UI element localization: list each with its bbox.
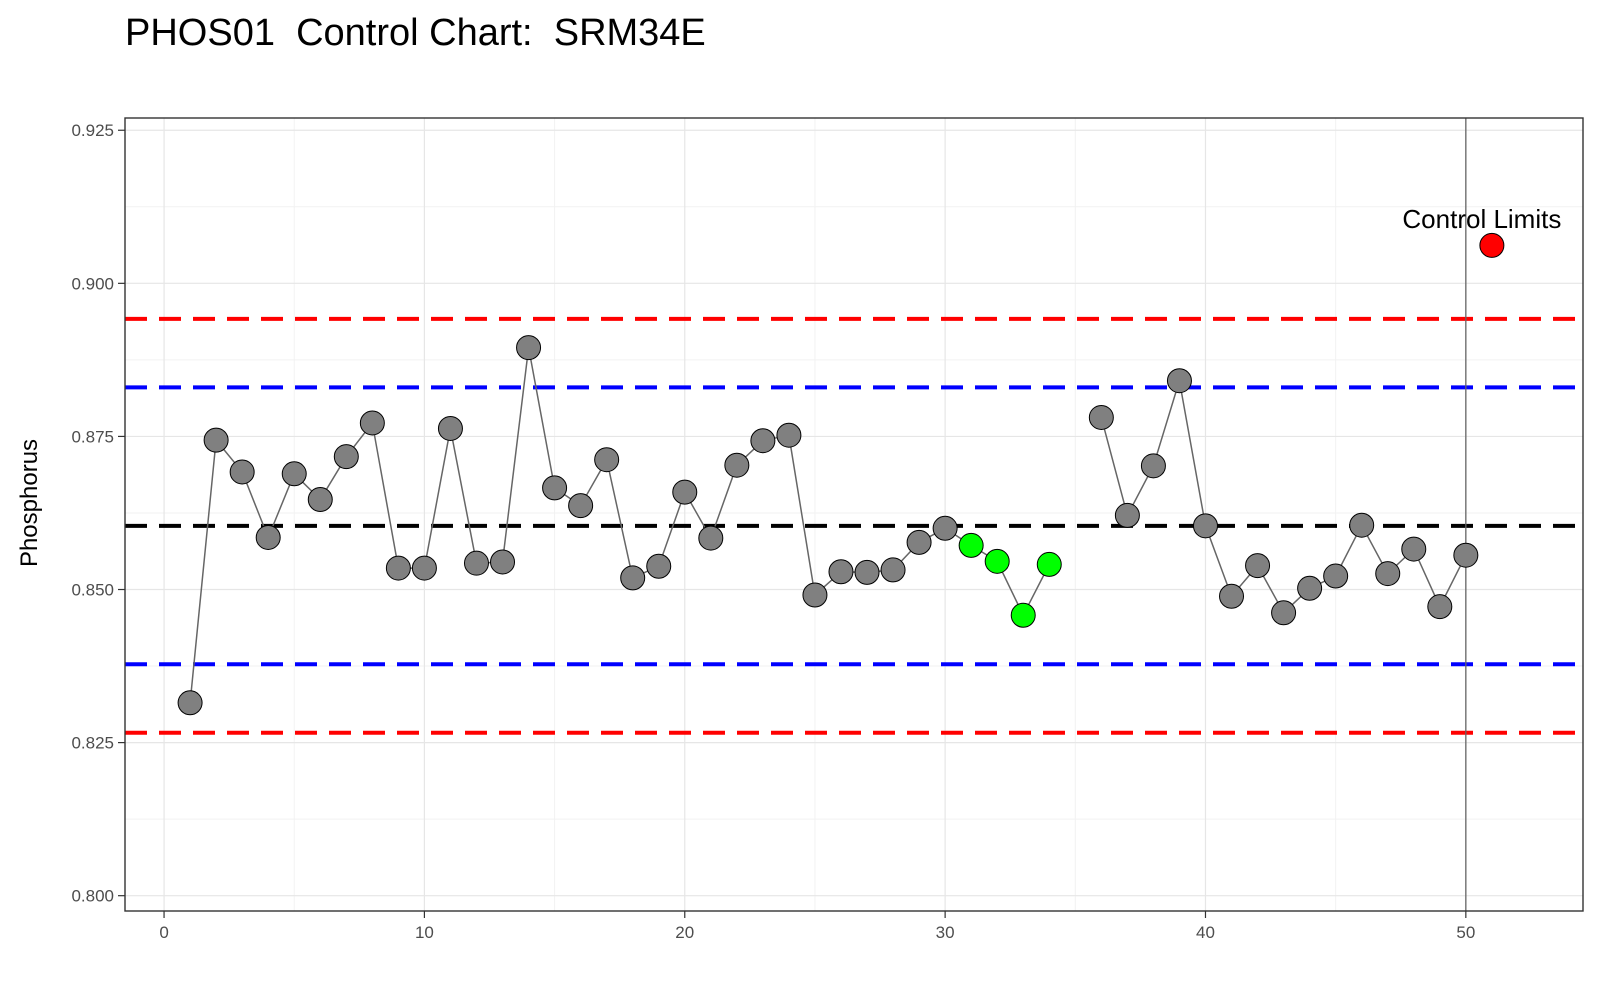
y-axis-title: Phosphorus [16, 439, 43, 567]
current-point [1479, 232, 1505, 258]
data-point [385, 555, 411, 581]
y-tick-label: 0.800 [71, 887, 114, 906]
data-point [906, 529, 932, 555]
annotation-group: Control Limits [1402, 204, 1561, 234]
plot-border [124, 117, 1584, 912]
data-point [1271, 600, 1297, 626]
data-point [1192, 513, 1218, 539]
data-point [1401, 536, 1427, 562]
data-point [568, 493, 594, 519]
data-point [594, 447, 620, 473]
control-limits-annotation: Control Limits [1402, 204, 1561, 234]
data-point [724, 452, 750, 478]
data-point [776, 422, 802, 448]
data-point [490, 549, 516, 575]
data-point [1375, 561, 1401, 587]
data-point [1427, 594, 1453, 620]
data-point [854, 559, 880, 585]
x-tick-label: 50 [1456, 923, 1475, 942]
data-point [698, 525, 724, 551]
data-point [1219, 583, 1245, 609]
data-point [333, 444, 359, 470]
x-tick-label: 0 [159, 923, 168, 942]
data-point [1140, 453, 1166, 479]
series-connecting-line [1100, 380, 1467, 615]
data-point [828, 559, 854, 585]
data-point [1297, 575, 1323, 601]
highlighted-data-point [984, 548, 1010, 574]
major-gridlines [125, 118, 1583, 911]
x-tick-label: 40 [1196, 923, 1215, 942]
data-point [672, 479, 698, 505]
data-point [255, 524, 281, 550]
y-axis-ticks: 0.800 0.825 0.850 0.875 0.900 0.925 [71, 121, 125, 906]
data-point [307, 486, 333, 512]
y-tick-label: 0.925 [71, 121, 114, 140]
data-point [1166, 368, 1192, 394]
data-point [359, 410, 385, 436]
axes [124, 117, 1584, 912]
y-tick-label: 0.825 [71, 734, 114, 753]
chart-title: PHOS01 Control Chart: SRM34E [125, 12, 706, 54]
data-point [411, 555, 437, 581]
data-point [463, 550, 489, 576]
series-connecting-line [189, 347, 1050, 703]
x-axis-ticks: 0 10 20 30 40 50 [159, 911, 1475, 942]
control-limit-lines [125, 316, 1583, 735]
data-point [1088, 404, 1114, 430]
highlighted-data-point [1010, 602, 1036, 628]
y-tick-label: 0.850 [71, 581, 114, 600]
data-point [880, 557, 906, 583]
data-points [177, 232, 1505, 716]
data-point [516, 335, 542, 361]
data-point [1323, 563, 1349, 589]
data-point [802, 582, 828, 608]
data-point [203, 427, 229, 453]
highlighted-data-point [958, 532, 984, 558]
data-point [1114, 502, 1140, 528]
data-point [177, 690, 203, 716]
data-point [620, 565, 646, 591]
x-tick-label: 20 [675, 923, 694, 942]
data-point [1245, 553, 1271, 579]
data-point [542, 475, 568, 501]
highlighted-data-point [1036, 551, 1062, 577]
data-point [229, 459, 255, 485]
data-point [750, 428, 776, 454]
data-point [437, 415, 463, 441]
y-tick-label: 0.900 [71, 274, 114, 293]
y-tick-label: 0.875 [71, 427, 114, 446]
data-point [1453, 542, 1479, 568]
data-point [646, 553, 672, 579]
data-point [281, 461, 307, 487]
x-tick-label: 10 [415, 923, 434, 942]
data-point [1349, 512, 1375, 538]
x-tick-label: 30 [936, 923, 955, 942]
data-point [932, 515, 958, 541]
